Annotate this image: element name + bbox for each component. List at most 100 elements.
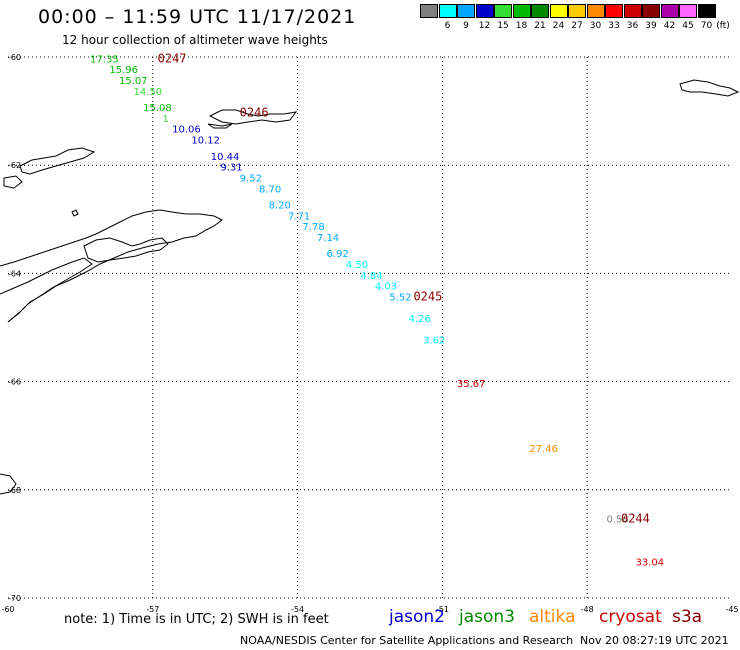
wave-height-label: 10.06 xyxy=(172,125,201,136)
wave-height-label: 17.35 xyxy=(90,54,119,65)
wave-height-label: 3.62 xyxy=(423,336,445,347)
satellite-cryosat: cryosat xyxy=(599,607,662,627)
wave-height-label: 5.52 xyxy=(389,292,411,303)
pass-id-label: 0245 xyxy=(413,289,442,303)
wave-height-label: 10.12 xyxy=(191,136,220,147)
coastline-small-island xyxy=(71,209,79,217)
lon-tick-label: -54 xyxy=(291,605,304,614)
legend-label: 6 xyxy=(444,21,451,31)
legend-label: 33 xyxy=(608,21,620,31)
legend-label: 15 xyxy=(497,21,509,31)
wave-height-label: 4.03 xyxy=(375,282,397,293)
wave-height-label: 4.50 xyxy=(346,260,368,271)
legend-label: 21 xyxy=(534,21,546,31)
wave-height-label: 8.20 xyxy=(269,200,291,211)
legend-swatch xyxy=(531,4,549,18)
legend-label: 45 xyxy=(682,21,694,31)
lat-tick-label: -64 xyxy=(8,269,21,278)
coastlines xyxy=(0,79,740,495)
legend-swatch xyxy=(494,4,512,18)
coastline-south-shetland-2 xyxy=(3,175,23,189)
wave-height-label: 14.50 xyxy=(133,87,162,98)
lat-tick-label: -62 xyxy=(8,161,21,170)
wave-height-label: 7.78 xyxy=(302,222,324,233)
lon-tick-label: -57 xyxy=(146,605,159,614)
wave-height-label: 27.46 xyxy=(529,444,558,455)
legend-swatch xyxy=(586,4,605,18)
coastline-elephant-island xyxy=(208,109,298,125)
legend-label: 24 xyxy=(552,21,565,31)
coastline-peninsula-tip xyxy=(0,257,93,323)
legend-swatch xyxy=(660,4,679,18)
legend-swatch xyxy=(420,4,438,18)
pass-labels: 0247 0246 0245 0244 xyxy=(158,51,650,525)
lon-tick-label: -51 xyxy=(436,605,449,614)
satellite-jason3: jason3 xyxy=(459,607,515,627)
wave-height-label: 0.56 xyxy=(607,514,629,525)
map-title: 00:00 – 11:59 UTC 11/17/2021 xyxy=(38,6,357,28)
legend-label: 9 xyxy=(463,21,469,31)
legend-label: 30 xyxy=(589,21,602,31)
map-subtitle: 12 hour collection of altimeter wave hei… xyxy=(62,33,328,47)
legend-swatch xyxy=(605,4,623,18)
wave-height-label: 15.07 xyxy=(119,76,148,87)
legend-label: 42 xyxy=(663,21,676,31)
coastline-edge-island xyxy=(0,473,17,495)
wave-height-label: 7.71 xyxy=(288,211,310,222)
wave-height-label: 7.14 xyxy=(317,233,339,244)
axis-tick-labels: -60 -62 -64 -66 -68 -70 -60 -57 -54 -51 -48 -45 xyxy=(1,53,738,614)
legend-label: 18 xyxy=(515,21,528,31)
wave-height-label: 1 xyxy=(162,114,168,125)
wave-height-label: 4.84 xyxy=(360,271,382,282)
lat-tick-label: -66 xyxy=(8,378,21,387)
legend-swatch xyxy=(549,4,568,18)
graticule xyxy=(8,56,732,599)
legend-swatch xyxy=(475,4,494,18)
satellite-s3a: s3a xyxy=(672,607,703,627)
coastline-south-shetland xyxy=(19,147,96,175)
legend-swatch xyxy=(438,4,457,18)
coastline-clarence-island xyxy=(207,123,233,129)
legend-swatch xyxy=(697,4,716,18)
pass-id-label: 0246 xyxy=(240,106,269,120)
footer-credit: NOAA/NESDIS Center for Satellite Applica… xyxy=(240,634,574,647)
legend-swatch xyxy=(568,4,586,18)
wave-height-label: 15.08 xyxy=(143,103,172,114)
wave-height-label: 9.31 xyxy=(220,163,242,174)
legend-swatch xyxy=(642,4,660,18)
wave-height-label: 10.44 xyxy=(211,152,240,163)
legend-swatch xyxy=(512,4,531,18)
wave-height-label: 9.52 xyxy=(240,173,262,184)
legend-label: 36 xyxy=(626,21,639,31)
coastline-ross-island xyxy=(83,237,169,263)
wave-height-label: 6.92 xyxy=(327,249,349,260)
wave-height-label: 15.96 xyxy=(109,65,138,76)
pass-id-label: 0244 xyxy=(621,511,650,525)
wave-height-label: 35.67 xyxy=(457,379,486,390)
legend-swatch xyxy=(679,4,697,18)
satellite-altika: altika xyxy=(529,607,576,627)
lat-tick-label: -60 xyxy=(8,53,21,62)
color-legend: 6 9 12 15 18 21 24 27 30 33 36 39 42 45 70 (ft) xyxy=(420,4,730,34)
legend-label: 39 xyxy=(645,21,657,31)
legend-swatch xyxy=(623,4,642,18)
legend-label: 27 xyxy=(571,21,583,31)
lon-tick-label: -45 xyxy=(725,605,738,614)
coastline-south-orkney xyxy=(679,79,740,97)
coastline-peninsula xyxy=(0,209,223,323)
lon-tick-label: -48 xyxy=(581,605,594,614)
legend-label: 70 xyxy=(700,21,713,31)
wave-height-label: 4.26 xyxy=(409,314,431,325)
legend-label: 12 xyxy=(478,21,491,31)
footer-timestamp: Nov 20 08:27:19 UTC 2021 xyxy=(580,634,729,647)
wave-height-label: 8.70 xyxy=(259,184,281,195)
lat-tick-label: -70 xyxy=(8,594,21,603)
legend-swatch xyxy=(457,4,475,18)
legend-unit: (ft) xyxy=(716,21,730,31)
wave-height-label: 33.04 xyxy=(635,558,664,569)
lon-tick-label: -60 xyxy=(1,605,14,614)
lat-tick-label: -68 xyxy=(8,486,21,495)
pass-id-label: 0247 xyxy=(158,51,187,65)
